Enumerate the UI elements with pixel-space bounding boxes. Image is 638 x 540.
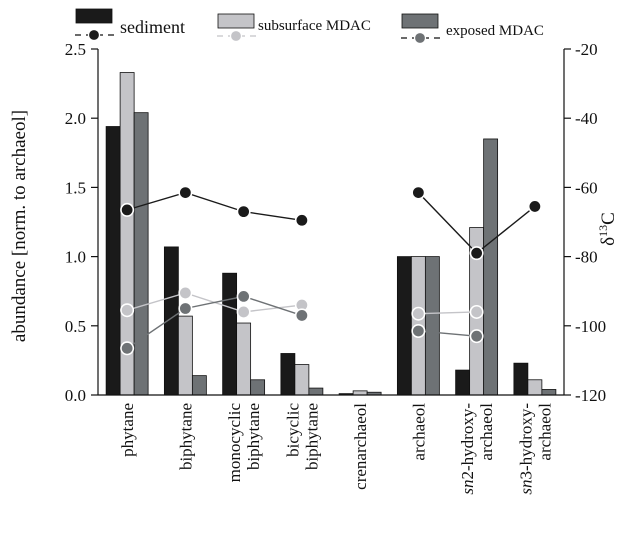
y-left-tick-label: 1.0 bbox=[65, 248, 86, 267]
isotope-point-sediment-1 bbox=[178, 185, 193, 200]
bar-sediment-2 bbox=[222, 272, 238, 396]
bar-exposed-mdac-2 bbox=[250, 379, 266, 396]
category-label-2: monocyclic bbox=[225, 403, 244, 483]
category-label-2: biphytane bbox=[244, 403, 263, 470]
category-label-1: biphytane bbox=[176, 403, 195, 470]
isotope-point-exposed-mdac-1 bbox=[178, 301, 193, 316]
bar-sediment-3 bbox=[280, 353, 296, 396]
isotope-point-subsurface-mdac-0 bbox=[120, 303, 135, 318]
legend-marker-subsurface-mdac bbox=[229, 29, 243, 43]
y-left-tick-label: 2.0 bbox=[65, 109, 86, 128]
bar-sediment-0 bbox=[105, 126, 121, 396]
legend-swatch-exposed-mdac bbox=[401, 13, 439, 29]
legend-label-subsurface-mdac: subsurface MDAC bbox=[258, 18, 371, 34]
isotope-point-sediment-2 bbox=[236, 204, 251, 219]
isotope-point-sediment-5 bbox=[411, 185, 426, 200]
y-right-axis-title: δ13C bbox=[596, 212, 619, 246]
isotope-link-subsurface-mdac bbox=[418, 311, 477, 315]
category-label-6: sn2-hydroxy- bbox=[458, 403, 477, 495]
category-label-5: archaeol bbox=[409, 403, 428, 461]
bar-subsurface-mdac-2 bbox=[236, 322, 252, 396]
legend: sediment subsurface MDAC exposed MDAC bbox=[75, 8, 544, 45]
axes-layer: 0.0 0.5 1.0 1.5 2.0 2.5 -20 -40 -60 -80 -100 -120 ab… bbox=[9, 40, 619, 495]
legend-swatch-subsurface-mdac bbox=[217, 13, 255, 29]
isotope-line-sediment bbox=[126, 191, 302, 221]
y-left-tick-label: 0.0 bbox=[65, 386, 86, 405]
y-right-tick-label: -120 bbox=[575, 386, 606, 405]
bar-sediment-5 bbox=[396, 256, 412, 396]
y-right-tick-label: -100 bbox=[575, 317, 606, 336]
bar-exposed-mdac-0 bbox=[133, 112, 149, 396]
isotope-point-exposed-mdac-5 bbox=[411, 323, 426, 338]
isotope-link-sediment bbox=[476, 205, 536, 254]
bar-exposed-mdac-6 bbox=[483, 138, 499, 396]
isotope-point-subsurface-mdac-5 bbox=[411, 306, 426, 321]
bar-subsurface-mdac-7 bbox=[527, 379, 543, 396]
bar-subsurface-mdac-4 bbox=[352, 390, 368, 396]
legend-marker-sediment bbox=[87, 28, 101, 42]
isotope-point-subsurface-mdac-2 bbox=[236, 304, 251, 319]
isotope-link-sediment bbox=[417, 192, 478, 254]
y-left-tick-label: 2.5 bbox=[65, 40, 86, 59]
legend-marker-exposed-mdac bbox=[413, 31, 427, 45]
isotope-point-sediment-6 bbox=[469, 246, 484, 261]
isotope-point-exposed-mdac-6 bbox=[469, 329, 484, 344]
legend-swatch-sediment bbox=[75, 8, 113, 24]
bar-exposed-mdac-5 bbox=[424, 256, 440, 396]
isotope-point-exposed-mdac-0 bbox=[120, 341, 135, 356]
isotope-point-exposed-mdac-3 bbox=[294, 308, 309, 323]
isotope-points-layer bbox=[120, 185, 542, 356]
isotope-point-sediment-0 bbox=[120, 202, 135, 217]
y-left-tick-label: 1.5 bbox=[65, 178, 86, 197]
isotope-point-subsurface-mdac-6 bbox=[469, 304, 484, 319]
legend-label-sediment: sediment bbox=[120, 17, 185, 37]
category-label-4: crenarchaeol bbox=[351, 403, 370, 490]
bar-exposed-mdac-3 bbox=[308, 387, 324, 396]
legend-label-exposed-mdac: exposed MDAC bbox=[446, 23, 544, 39]
isotope-lines-layer bbox=[126, 191, 536, 349]
category-label-0: phytane bbox=[118, 403, 137, 457]
category-label-3: biphytane bbox=[302, 403, 321, 470]
isotope-line-exposed-mdac bbox=[126, 295, 303, 349]
bar-exposed-mdac-1 bbox=[191, 375, 207, 396]
y-right-tick-label: -20 bbox=[575, 40, 598, 59]
category-label-6: archaeol bbox=[477, 403, 496, 461]
isotope-point-sediment-3 bbox=[294, 213, 309, 228]
bar-subsurface-mdac-3 bbox=[294, 364, 310, 396]
bar-subsurface-mdac-1 bbox=[177, 315, 193, 396]
category-label-7: archaeol bbox=[535, 403, 554, 461]
bars-layer bbox=[105, 72, 557, 396]
isotope-link-exposed-mdac bbox=[418, 330, 477, 337]
bar-sediment-7 bbox=[513, 362, 529, 396]
category-label-3: bicyclic bbox=[283, 403, 302, 457]
y-left-axis-title: abundance [norm. to archaeol] bbox=[9, 110, 30, 342]
y-left-tick-label: 0.5 bbox=[65, 317, 86, 336]
isotope-point-exposed-mdac-2 bbox=[236, 289, 251, 304]
category-label-7: sn3-hydroxy- bbox=[516, 403, 535, 495]
y-right-tick-label: -80 bbox=[575, 248, 598, 267]
isotope-point-sediment-7 bbox=[527, 199, 542, 214]
y-right-tick-label: -40 bbox=[575, 109, 598, 128]
bar-sediment-6 bbox=[455, 369, 471, 396]
isotope-point-subsurface-mdac-1 bbox=[178, 285, 193, 300]
y-right-tick-label: -60 bbox=[575, 178, 598, 197]
bar-exposed-mdac-7 bbox=[541, 389, 557, 396]
